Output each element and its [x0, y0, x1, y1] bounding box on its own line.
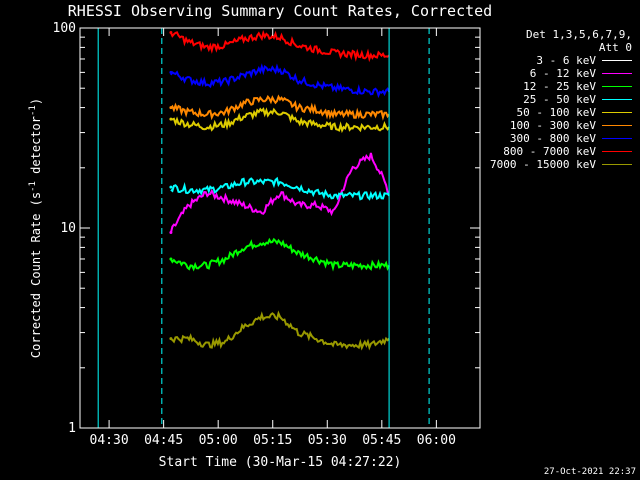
legend-swatch-6 — [602, 138, 632, 139]
plot-frame — [79, 27, 481, 429]
series-start-point-7 — [169, 30, 173, 34]
chart-title: RHESSI Observing Summary Count Rates, Co… — [68, 2, 492, 20]
series-line-7 — [169, 29, 390, 63]
legend-entry-5: 100 - 300 keV — [472, 119, 632, 132]
x-tick-label-3: 05:15 — [253, 433, 292, 448]
x-tick-label-0: 04:30 — [90, 433, 129, 448]
legend-label-7: 800 - 7000 keV — [503, 145, 596, 158]
series-start-point-8 — [169, 337, 173, 341]
series-line-5 — [170, 94, 390, 121]
series-start-point-5 — [169, 106, 173, 110]
legend-label-1: 6 - 12 keV — [529, 67, 596, 80]
legend-entry-3: 25 - 50 keV — [472, 93, 632, 106]
y-tick-label-1: 10 — [60, 221, 76, 236]
legend-entry-8: 7000 - 15000 keV — [472, 158, 632, 171]
legend-swatch-4 — [602, 112, 632, 113]
series-line-0 — [170, 162, 398, 320]
x-axis-label: Start Time (30-Mar-15 04:27:22) — [159, 455, 402, 470]
x-tick-label-1: 04:45 — [144, 433, 183, 448]
legend-header-1: Det 1,3,5,6,7,9, — [526, 28, 632, 41]
series-start-point-3 — [169, 185, 173, 189]
legend-label-6: 300 - 800 keV — [509, 132, 596, 145]
legend-label-5: 100 - 300 keV — [509, 119, 596, 132]
series-start-point-0 — [169, 218, 173, 222]
legend-header-2: Att 0 — [598, 41, 632, 54]
series-start-point-6 — [169, 70, 173, 74]
legend-entry-6: 300 - 800 keV — [472, 132, 632, 145]
series-line-3 — [170, 176, 390, 201]
x-tick-label-4: 05:30 — [308, 433, 347, 448]
series-curves — [169, 29, 398, 351]
legend-label-4: 50 - 100 keV — [516, 106, 596, 119]
y-tick-label-2: 100 — [53, 21, 76, 36]
legend-label-0: 3 - 6 keV — [536, 54, 596, 67]
ylabel-sup1: -1 — [28, 181, 38, 192]
reference-lines — [97, 28, 430, 428]
legend-swatch-3 — [602, 99, 632, 100]
legend-rows: 3 - 6 keV 6 - 12 keV 12 - 25 keV 25 - 50 ke… — [472, 54, 632, 171]
legend-label-8: 7000 - 15000 keV — [490, 158, 596, 171]
series-line-4 — [170, 107, 390, 134]
timestamp: 27-Oct-2021 22:37 — [544, 467, 636, 477]
ylabel-end: ) — [29, 98, 43, 105]
legend-swatch-5 — [602, 125, 632, 126]
y-tick-label-0: 1 — [68, 421, 76, 436]
x-tick-label-6: 06:00 — [417, 433, 456, 448]
series-line-2 — [170, 237, 390, 272]
series-start-point-4 — [169, 117, 173, 121]
series-line-6 — [170, 63, 390, 99]
legend-entry-7: 800 - 7000 keV — [472, 145, 632, 158]
legend-swatch-8 — [602, 164, 632, 165]
ylabel-main: Corrected Count Rate (s — [29, 192, 43, 358]
legend-label-2: 12 - 25 keV — [523, 80, 596, 93]
axes: 04:30 04:45 05:00 05:15 05:30 05:45 06:00 1 10 10… — [53, 21, 480, 448]
legend-entry-2: 12 - 25 keV — [472, 80, 632, 93]
legend-entry-4: 50 - 100 keV — [472, 106, 632, 119]
legend-swatch-2 — [602, 86, 632, 87]
x-tick-label-5: 05:45 — [362, 433, 401, 448]
legend-label-3: 25 - 50 keV — [523, 93, 596, 106]
legend-entry-1: 6 - 12 keV — [472, 67, 632, 80]
y-axis-label: Corrected Count Rate (s-1 detector-1) — [28, 98, 43, 358]
series-start-point-2 — [169, 257, 173, 261]
series-start-point-1 — [169, 230, 173, 234]
legend: Det 1,3,5,6,7,9, Att 0 3 - 6 keV 6 - 12 k… — [472, 28, 632, 171]
series-line-8 — [170, 310, 390, 351]
ylabel-mid: detector — [29, 116, 43, 181]
legend-swatch-1 — [602, 73, 632, 74]
x-tick-label-2: 05:00 — [199, 433, 238, 448]
legend-swatch-7 — [602, 151, 632, 152]
series-line-1 — [169, 152, 390, 233]
ylabel-sup2: -1 — [28, 105, 38, 116]
legend-swatch-0 — [602, 60, 632, 61]
legend-entry-0: 3 - 6 keV — [472, 54, 632, 67]
